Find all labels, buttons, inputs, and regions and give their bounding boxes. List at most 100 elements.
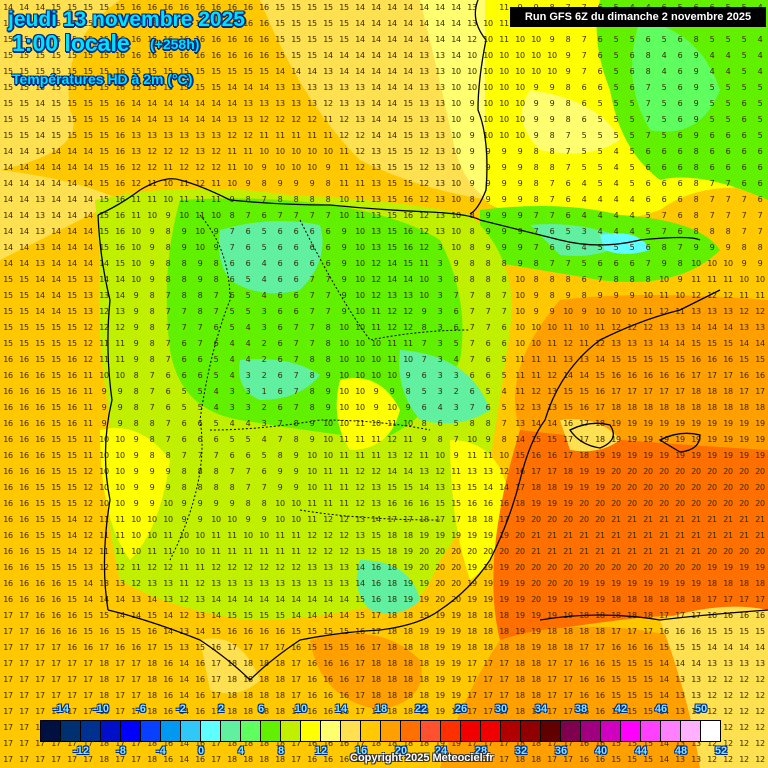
temperature-value: 17 bbox=[739, 595, 749, 604]
temperature-value: 8 bbox=[741, 243, 747, 252]
temperature-value: 6 bbox=[181, 355, 187, 364]
temperature-value: 12 bbox=[83, 499, 93, 508]
temperature-value: 11 bbox=[83, 403, 93, 412]
temperature-value: 9 bbox=[325, 387, 331, 396]
temperature-value: 19 bbox=[563, 611, 573, 620]
temperature-value: 13 bbox=[419, 51, 429, 60]
temperature-value: 9 bbox=[261, 163, 267, 172]
temperature-value: 10 bbox=[371, 419, 381, 428]
colorbar-tick-label: 2 bbox=[217, 703, 225, 715]
temperature-value: 15 bbox=[67, 67, 77, 76]
temperature-value: 9 bbox=[133, 435, 139, 444]
temperature-value: 10 bbox=[323, 147, 333, 156]
temperature-value: 15 bbox=[83, 115, 93, 124]
temperature-value: 6 bbox=[709, 147, 715, 156]
temperature-value: 9 bbox=[485, 227, 491, 236]
temperature-value: 5 bbox=[229, 323, 235, 332]
temperature-value: 8 bbox=[693, 195, 699, 204]
temperature-value: 14 bbox=[83, 195, 93, 204]
temperature-value: 10 bbox=[323, 451, 333, 460]
temperature-value: 13 bbox=[275, 579, 285, 588]
temperature-value: 14 bbox=[51, 179, 61, 188]
temperature-value: 6 bbox=[197, 419, 203, 428]
temperature-value: 19 bbox=[739, 435, 749, 444]
temperature-value: 10 bbox=[323, 435, 333, 444]
temperature-value: 14 bbox=[579, 371, 589, 380]
temperature-value: 18 bbox=[723, 387, 733, 396]
temperature-value: 7 bbox=[325, 291, 331, 300]
temperature-value: 14 bbox=[195, 627, 205, 636]
temperature-value: 12 bbox=[355, 163, 365, 172]
temperature-value: 20 bbox=[659, 499, 669, 508]
temperature-value: 8 bbox=[485, 275, 491, 284]
temperature-value: 10 bbox=[435, 451, 445, 460]
temperature-value: 14 bbox=[51, 147, 61, 156]
temperature-value: 8 bbox=[309, 387, 315, 396]
temperature-value: 17 bbox=[211, 659, 221, 668]
temperature-value: 4 bbox=[437, 403, 443, 412]
temperature-value: 11 bbox=[547, 355, 557, 364]
temperature-value: 19 bbox=[579, 467, 589, 476]
temperature-value: 12 bbox=[339, 547, 349, 556]
temperature-value: 19 bbox=[419, 627, 429, 636]
colorbar-tick-label: 16 bbox=[354, 745, 368, 757]
temperature-value: 14 bbox=[371, 515, 381, 524]
temperature-value: 19 bbox=[739, 563, 749, 572]
temperature-value: 11 bbox=[595, 323, 605, 332]
temperature-value: 16 bbox=[579, 739, 589, 748]
temperature-value: 18 bbox=[739, 579, 749, 588]
temperature-value: 21 bbox=[659, 515, 669, 524]
temperature-value: 21 bbox=[531, 547, 541, 556]
temperature-value: 3 bbox=[437, 323, 443, 332]
temperature-value: 16 bbox=[627, 643, 637, 652]
temperature-value: 13 bbox=[307, 83, 317, 92]
temperature-value: 8 bbox=[645, 275, 651, 284]
temperature-value: 11 bbox=[115, 531, 125, 540]
temperature-value: 15 bbox=[675, 643, 685, 652]
temperature-value: 4 bbox=[725, 67, 731, 76]
temperature-value: 6 bbox=[421, 371, 427, 380]
temperature-value: 15 bbox=[131, 67, 141, 76]
temperature-value: 19 bbox=[435, 531, 445, 540]
temperature-value: 15 bbox=[99, 35, 109, 44]
grid-row: 14 14 13 14 14 14 15 16 10 9 8 9 10 9 7 6 5 6 6 6 6 9 10 13 15 16… bbox=[0, 240, 768, 256]
temperature-value: 6 bbox=[741, 163, 747, 172]
temperature-value: 14 bbox=[691, 659, 701, 668]
temperature-value: 17 bbox=[355, 739, 365, 748]
temperature-value: 14 bbox=[291, 595, 301, 604]
temperature-value: 16 bbox=[595, 691, 605, 700]
temperature-value: 9 bbox=[485, 195, 491, 204]
temperature-value: 15 bbox=[387, 227, 397, 236]
temperature-value: 16 bbox=[243, 3, 253, 12]
temperature-value: 9 bbox=[517, 147, 523, 156]
temperature-value: 5 bbox=[245, 275, 251, 284]
temperature-value: 4 bbox=[213, 387, 219, 396]
temperature-value: 13 bbox=[547, 403, 557, 412]
temperature-value: 11 bbox=[115, 355, 125, 364]
temperature-value: 10 bbox=[339, 387, 349, 396]
temperature-value: 17 bbox=[755, 595, 765, 604]
temperature-value: 6 bbox=[181, 371, 187, 380]
temperature-value: 4 bbox=[261, 275, 267, 284]
temperature-value: 11 bbox=[243, 147, 253, 156]
temperature-value: 16 bbox=[67, 355, 77, 364]
temperature-value: 7 bbox=[501, 419, 507, 428]
temperature-value: 5 bbox=[453, 419, 459, 428]
temperature-value: 4 bbox=[597, 211, 603, 220]
temperature-value: 17 bbox=[67, 691, 77, 700]
temperature-value: 19 bbox=[595, 579, 605, 588]
temperature-value: 15 bbox=[659, 355, 669, 364]
temperature-value: 5 bbox=[661, 99, 667, 108]
temperature-value: 16 bbox=[3, 419, 13, 428]
temperature-value: 14 bbox=[403, 67, 413, 76]
temperature-value: 15 bbox=[3, 83, 13, 92]
temperature-value: 19 bbox=[739, 419, 749, 428]
temperature-value: 9 bbox=[261, 515, 267, 524]
temperature-value: 16 bbox=[195, 691, 205, 700]
temperature-value: 10 bbox=[163, 499, 173, 508]
temperature-value: 12 bbox=[323, 547, 333, 556]
temperature-value: 16 bbox=[339, 739, 349, 748]
temperature-value: 5 bbox=[645, 227, 651, 236]
temperature-value: 9 bbox=[517, 259, 523, 268]
temperature-value: 16 bbox=[387, 499, 397, 508]
